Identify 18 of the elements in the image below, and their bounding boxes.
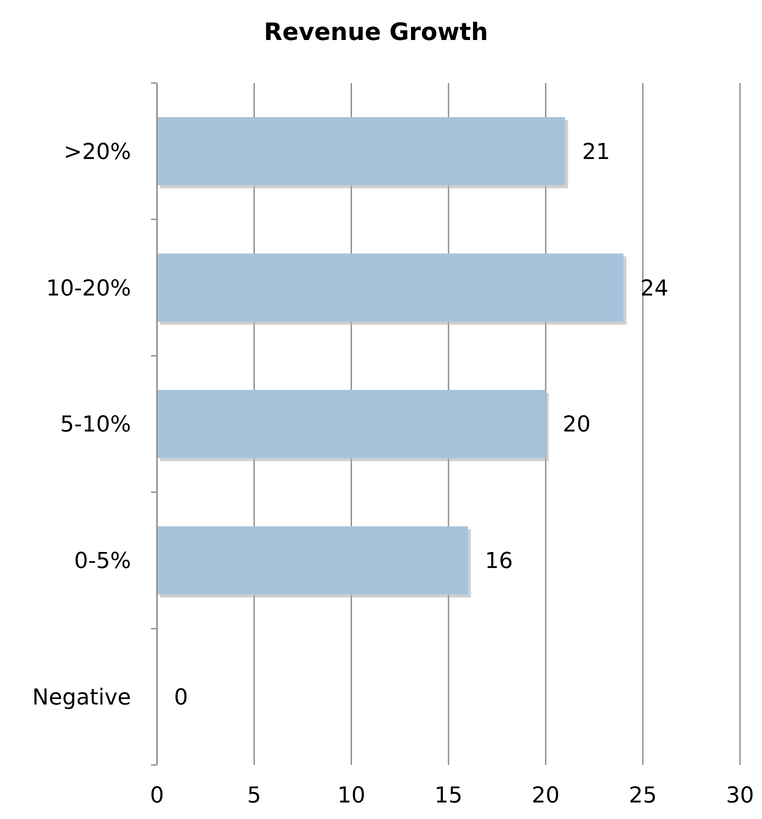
x-tick-label: 10 bbox=[337, 784, 366, 809]
x-tick-label: 30 bbox=[726, 784, 754, 809]
chart-title: Revenue Growth bbox=[264, 18, 488, 46]
x-tick-label: 15 bbox=[434, 784, 462, 809]
y-tick-label: 0-5% bbox=[74, 549, 131, 574]
x-tick-label: 25 bbox=[628, 784, 657, 809]
y-tick-label: Negative bbox=[32, 686, 131, 710]
x-tick-label: 0 bbox=[150, 784, 164, 809]
y-tick-label: 10-20% bbox=[46, 276, 131, 302]
data-label: 0 bbox=[174, 686, 188, 710]
data-label: 24 bbox=[640, 276, 668, 302]
x-tick-label: 5 bbox=[247, 784, 262, 809]
data-label: 21 bbox=[582, 140, 610, 165]
data-label: 20 bbox=[562, 412, 591, 438]
y-tick-label: >20% bbox=[64, 140, 131, 165]
x-tick-label: 20 bbox=[532, 784, 560, 809]
data-label: 16 bbox=[484, 549, 513, 574]
y-tick-label: 5-10% bbox=[60, 412, 131, 438]
